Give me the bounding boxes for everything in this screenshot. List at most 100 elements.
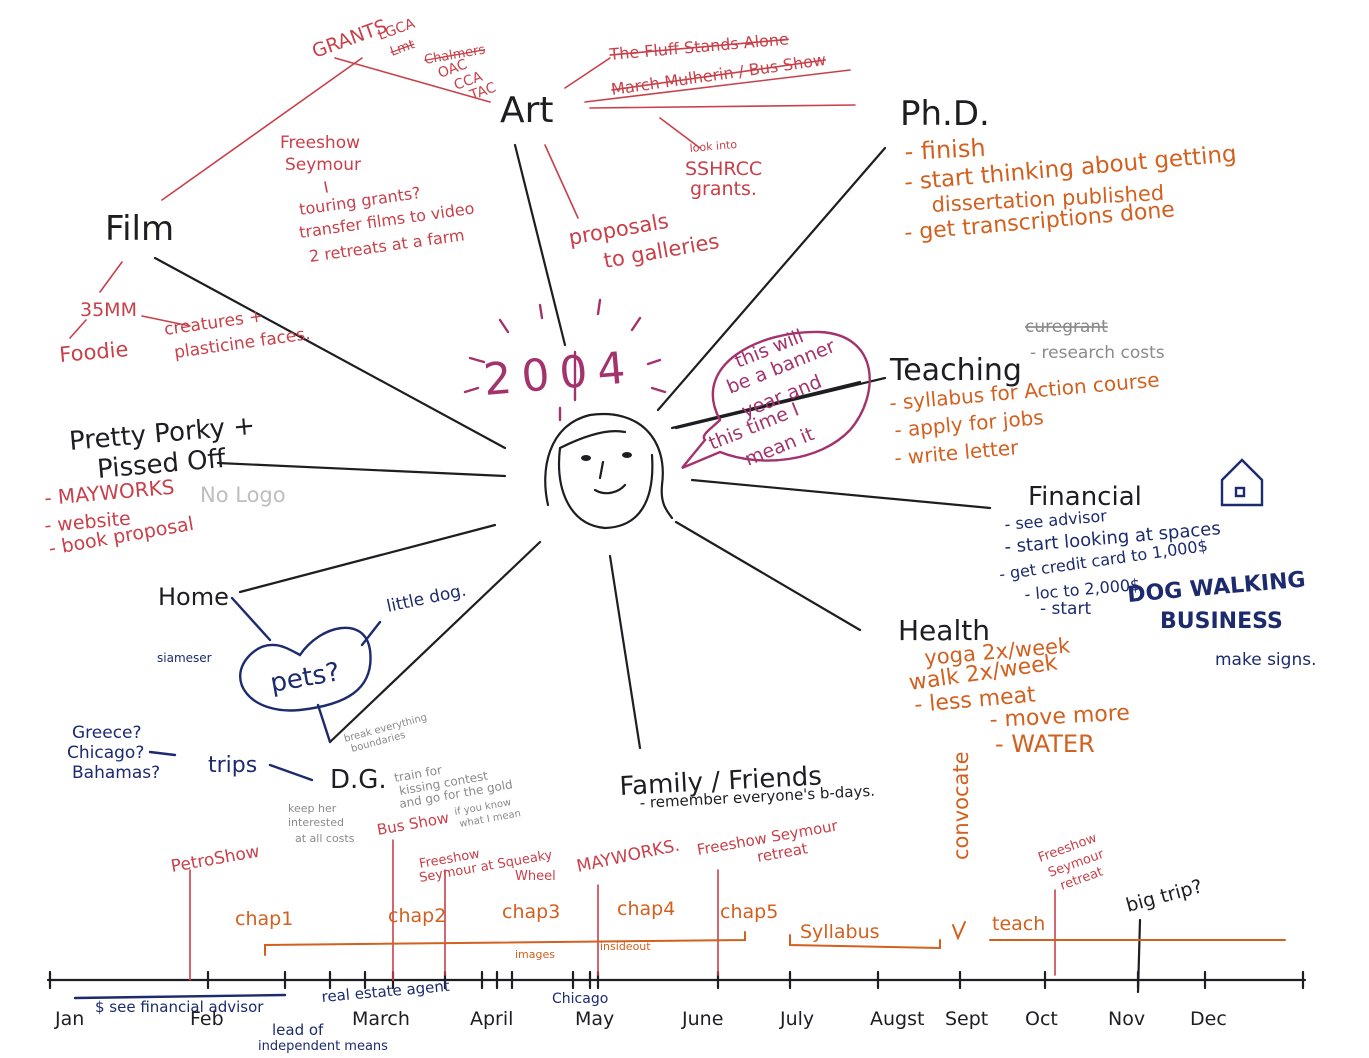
ray [538, 303, 544, 320]
branch-lines [153, 143, 992, 750]
branch-label: Teaching [889, 353, 1022, 388]
convocate-arrow [952, 921, 966, 941]
fringe [558, 430, 627, 450]
eye [622, 452, 632, 458]
writing-label: Syllabus [800, 921, 880, 943]
writing-label: chap1 [235, 908, 293, 930]
note: - start [1040, 599, 1091, 619]
note: 35MM [80, 299, 137, 321]
branch-label: D.G. [330, 765, 387, 795]
heart [239, 626, 372, 712]
writing-label: images [515, 948, 555, 961]
ray [498, 318, 510, 334]
event-label: Wheel [515, 869, 556, 884]
sub-line [324, 181, 328, 193]
sub-line [230, 596, 272, 642]
note: Seymour [285, 155, 361, 175]
sub-line [69, 319, 87, 339]
nose [598, 460, 605, 480]
branch-line [608, 554, 642, 750]
sub-line [99, 261, 123, 293]
branch-line [690, 478, 992, 510]
sub-line [564, 57, 611, 89]
note: Bahamas? [72, 763, 160, 783]
month-label: March [352, 1008, 410, 1030]
note: BUSINESS [1160, 609, 1283, 634]
writing-span [264, 931, 746, 956]
branch-line [674, 520, 862, 632]
ray [630, 316, 642, 332]
month-label: April [470, 1008, 513, 1030]
note: at all costs [295, 832, 355, 845]
month-label: Dec [1190, 1008, 1227, 1030]
money-label: $ see financial advisor [95, 998, 264, 1016]
writing-label: chap2 [388, 905, 446, 927]
note: Greece? [72, 723, 142, 743]
smile [593, 483, 627, 495]
ray [646, 358, 662, 366]
sub-line [360, 620, 382, 647]
strike-line [670, 380, 862, 430]
sub-line [334, 57, 491, 103]
branch-line [153, 256, 507, 450]
writing-label: chap4 [617, 898, 675, 920]
branch-line [238, 523, 497, 594]
branch-label: Financial [1028, 482, 1142, 512]
month-label: Feb [190, 1008, 224, 1030]
writing-label: teach [992, 913, 1045, 935]
note: siameser [157, 651, 212, 665]
sub-branch-lines [69, 57, 862, 782]
house [1220, 458, 1264, 507]
branch-line [674, 376, 887, 430]
event-label: convocate [949, 751, 973, 860]
face [544, 412, 674, 530]
note: Chicago? [67, 743, 144, 763]
eye [581, 455, 591, 461]
ray [650, 386, 667, 394]
sub-line [161, 57, 363, 201]
sub-line [659, 117, 701, 149]
branch-label: Ph.D. [900, 94, 990, 134]
month-label: July [779, 1008, 814, 1030]
note: grants. [690, 178, 757, 200]
note: - research costs [1030, 343, 1165, 363]
sub-line [141, 315, 191, 327]
branch-label: trips [208, 753, 257, 778]
syllabus-span [789, 934, 941, 950]
branch-label: Home [158, 583, 229, 611]
branch-line [513, 143, 567, 347]
event-line [1136, 918, 1142, 994]
note: - finish [904, 134, 986, 166]
ray [463, 386, 480, 394]
note: Freeshow [280, 133, 360, 153]
note: interested [288, 816, 344, 829]
sub-line [268, 763, 314, 782]
month-label: Augst [870, 1008, 924, 1030]
branch-label: Film [105, 209, 174, 249]
money-label: Chicago [552, 991, 608, 1007]
note: SSHRCC [685, 158, 762, 180]
note: curegrant [1025, 317, 1108, 337]
month-label: Sept [945, 1008, 988, 1030]
note: - WATER [995, 730, 1095, 758]
branch-label: Health [898, 614, 990, 647]
sub-line [148, 750, 177, 757]
ray [596, 298, 602, 316]
note: No Logo [200, 483, 286, 507]
month-label: June [681, 1008, 723, 1030]
sub-line [584, 69, 851, 103]
note: keep her [288, 802, 337, 815]
face-outline [558, 446, 654, 530]
sun-rays [463, 298, 667, 422]
advisor-span [73, 993, 287, 1000]
branch-line [328, 540, 542, 744]
house-window [1234, 486, 1246, 498]
speech-bubble [681, 330, 871, 470]
note: make signs. [1215, 650, 1317, 670]
house-icon [1220, 458, 1264, 507]
timeline [46, 839, 1307, 1000]
ray [468, 356, 486, 364]
money-label: lead of [272, 1021, 324, 1039]
